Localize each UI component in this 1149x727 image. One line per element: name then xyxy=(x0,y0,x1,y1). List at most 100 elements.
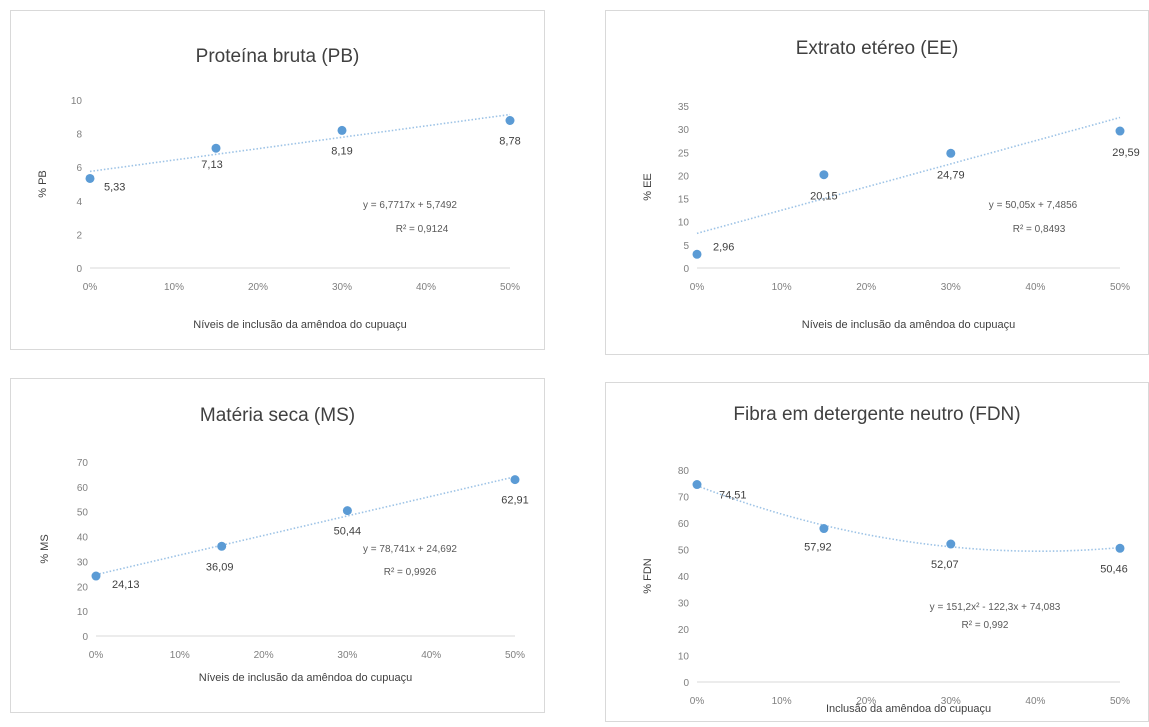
data-label: 62,91 xyxy=(501,495,529,507)
x-tick-label: 40% xyxy=(421,650,441,661)
y-tick-label: 10 xyxy=(71,96,83,107)
trend-equation: y = 78,741x + 24,692 xyxy=(363,544,457,555)
y-tick-label: 30 xyxy=(678,125,690,136)
chart-panel-ms: Matéria seca (MS) 0 10 20 30 40 50 60 70 0% 10% 20%… xyxy=(10,378,545,713)
data-point xyxy=(91,571,101,581)
chart-svg: Matéria seca (MS) 0 10 20 30 40 50 60 70 0% 10% 20%… xyxy=(39,405,529,684)
y-tick-label: 20 xyxy=(678,171,690,182)
data-point xyxy=(211,143,221,153)
data-point xyxy=(217,541,227,551)
x-tick-label: 10% xyxy=(170,650,190,661)
trendline xyxy=(95,476,516,576)
y-tick-label: 20 xyxy=(678,625,690,636)
chart-panel-ee: Extrato etéreo (EE) 0 5 10 15 20 25 30 35 0% 10% 20… xyxy=(605,10,1149,355)
data-label: 24,79 xyxy=(937,169,965,181)
y-tick-label: 35 xyxy=(678,102,690,113)
x-tick-label: 30% xyxy=(941,282,961,293)
x-tick-label: 20% xyxy=(254,650,274,661)
x-tick-label: 50% xyxy=(1110,696,1130,707)
y-tick-label: 70 xyxy=(678,493,690,504)
data-label: 2,96 xyxy=(713,241,734,253)
x-axis-label: Inclusão da amêndoa do cupuaçu xyxy=(826,703,991,715)
y-tick-label: 50 xyxy=(77,508,89,519)
y-tick-label: 10 xyxy=(678,652,690,663)
data-point xyxy=(819,170,829,180)
chart-title: Extrato etéreo (EE) xyxy=(796,38,959,59)
data-point xyxy=(505,115,515,125)
data-point xyxy=(85,173,95,183)
y-tick-label: 5 xyxy=(683,241,689,252)
data-point xyxy=(819,524,829,534)
y-tick-label: 20 xyxy=(77,582,89,593)
chart-title: Fibra em detergente neutro (FDN) xyxy=(733,404,1020,425)
y-tick-label: 4 xyxy=(76,197,82,208)
x-tick-label: 10% xyxy=(772,696,792,707)
x-tick-label: 20% xyxy=(248,282,268,293)
y-tick-label: 80 xyxy=(678,466,690,477)
data-point xyxy=(1115,543,1125,553)
data-label: 29,59 xyxy=(1112,147,1140,159)
chart-svg: Fibra em detergente neutro (FDN) 0 10 20 30 4… xyxy=(642,404,1130,715)
y-axis-label: % EE xyxy=(642,173,654,201)
data-label: 8,19 xyxy=(331,145,352,157)
x-tick-label: 50% xyxy=(1110,282,1130,293)
y-tick-label: 2 xyxy=(76,230,82,241)
x-tick-label: 40% xyxy=(416,282,436,293)
chart-panel-fdn: Fibra em detergente neutro (FDN) 0 10 20 30 4… xyxy=(605,382,1149,722)
y-tick-label: 10 xyxy=(77,607,89,618)
trend-r-squared: R² = 0,992 xyxy=(962,620,1009,631)
data-label: 50,44 xyxy=(334,526,362,538)
x-tick-label: 20% xyxy=(856,696,876,707)
x-tick-label: 20% xyxy=(856,282,876,293)
trend-equation: y = 50,05x + 7,4856 xyxy=(989,200,1078,211)
x-tick-label: 10% xyxy=(772,282,792,293)
x-axis-label: Níveis de inclusão da amêndoa do cupuaçu xyxy=(802,319,1015,331)
x-tick-label: 30% xyxy=(941,696,961,707)
y-tick-label: 15 xyxy=(678,195,690,206)
data-label: 57,92 xyxy=(804,542,832,554)
y-tick-label: 50 xyxy=(678,546,690,557)
data-point xyxy=(337,125,347,135)
data-label: 36,09 xyxy=(206,561,234,573)
trend-r-squared: R² = 0,8493 xyxy=(1013,224,1066,235)
data-point xyxy=(342,506,352,516)
trend-equation: y = 151,2x² - 122,3x + 74,083 xyxy=(930,602,1061,613)
y-tick-label: 40 xyxy=(77,533,89,544)
y-tick-label: 60 xyxy=(77,483,89,494)
x-tick-label: 0% xyxy=(89,650,104,661)
chart-title: Proteína bruta (PB) xyxy=(196,46,360,67)
x-tick-label: 10% xyxy=(164,282,184,293)
data-label: 7,13 xyxy=(201,159,222,171)
x-tick-label: 0% xyxy=(690,282,705,293)
data-label: 8,78 xyxy=(499,135,520,147)
data-point xyxy=(510,475,520,485)
x-tick-label: 50% xyxy=(500,282,520,293)
data-point xyxy=(1115,126,1125,136)
x-axis-label: Níveis de inclusão da amêndoa do cupuaçu xyxy=(193,319,406,331)
data-label: 50,46 xyxy=(1100,563,1128,575)
data-label: 5,33 xyxy=(104,181,125,193)
trendline xyxy=(696,116,1121,235)
y-tick-label: 10 xyxy=(678,218,690,229)
trend-r-squared: R² = 0,9926 xyxy=(384,567,437,578)
y-tick-label: 0 xyxy=(683,678,689,689)
y-tick-label: 30 xyxy=(77,557,89,568)
y-tick-label: 60 xyxy=(678,519,690,530)
trend-equation: y = 6,7717x + 5,7492 xyxy=(363,200,457,211)
y-axis-label: % MS xyxy=(39,534,51,563)
chart-svg: Extrato etéreo (EE) 0 5 10 15 20 25 30 35 0% 10% 20… xyxy=(642,38,1140,331)
data-point xyxy=(692,480,702,490)
y-axis-label: % FDN xyxy=(642,558,654,594)
data-label: 52,07 xyxy=(931,559,959,571)
x-tick-label: 50% xyxy=(505,650,525,661)
chart-panel-pb: Proteína bruta (PB) 0 2 4 6 8 10 0% 10% 20% 30% 40%… xyxy=(10,10,545,350)
x-tick-label: 0% xyxy=(690,696,705,707)
trendline xyxy=(89,113,511,173)
y-tick-label: 30 xyxy=(678,599,690,610)
y-tick-label: 6 xyxy=(76,163,82,174)
chart-title: Matéria seca (MS) xyxy=(200,405,355,426)
trend-r-squared: R² = 0,9124 xyxy=(396,224,449,235)
y-tick-label: 70 xyxy=(77,458,89,469)
y-tick-label: 25 xyxy=(678,148,690,159)
x-tick-label: 30% xyxy=(337,650,357,661)
